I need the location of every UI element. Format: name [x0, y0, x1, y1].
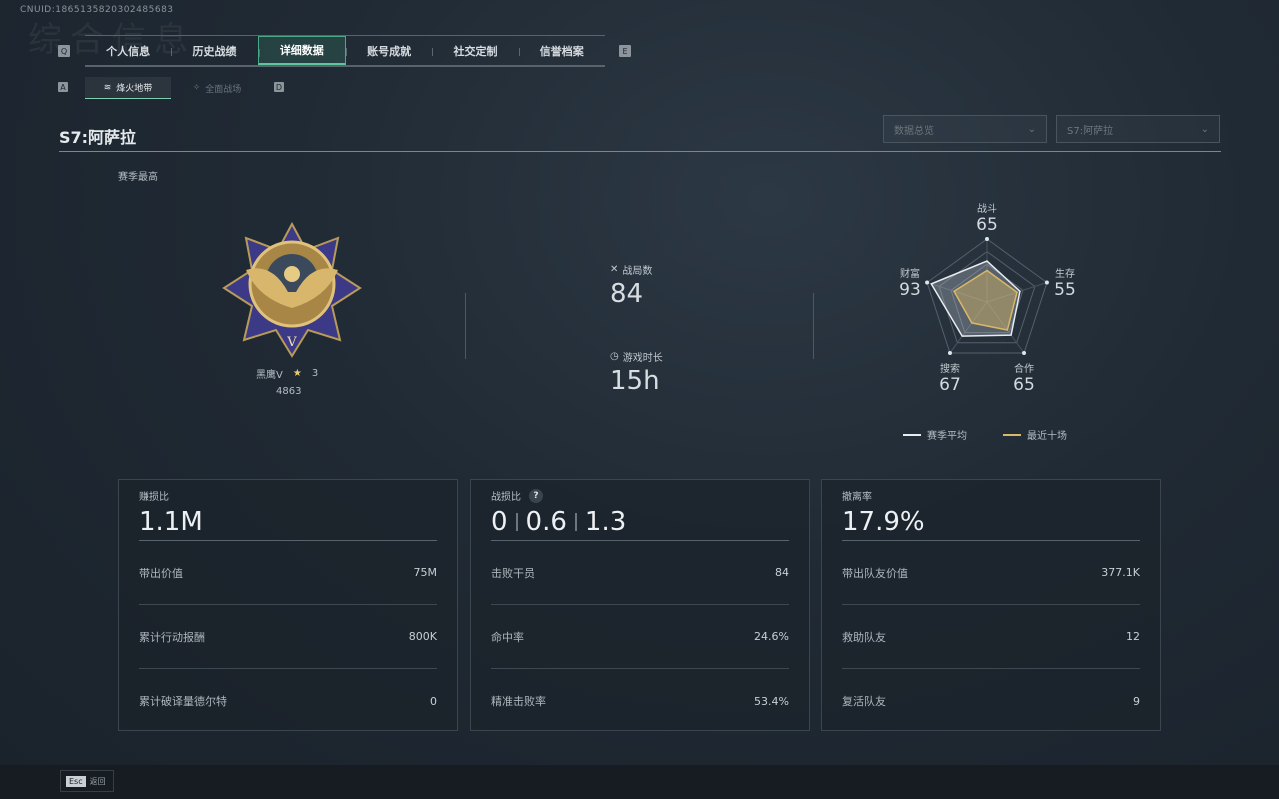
season-best-label: 赛季最高	[118, 172, 158, 183]
subtab-label: 烽火地带	[116, 84, 153, 94]
prev-subtab-key[interactable]: A	[58, 82, 68, 92]
main-tabs: 个人信息 历史战绩 详细数据 账号成就 社交定制 信誉档案	[85, 35, 605, 67]
stat-value: 15h	[610, 366, 660, 396]
divider	[59, 151, 1221, 152]
radar-label-search: 搜索 67	[939, 364, 961, 395]
prev-tab-key[interactable]: Q	[58, 45, 70, 57]
table-row: 救助队友 12	[842, 605, 1140, 669]
extraction-card: 撤离率 17.9% 带出队友价值 377.1K 救助队友 12 复活队友 9	[821, 479, 1161, 731]
radar-axis-dot	[947, 350, 952, 355]
rank-info: 黑鹰V ★ 3	[256, 366, 318, 381]
tab-history[interactable]: 历史战绩	[171, 36, 257, 65]
radar-axis-dot	[925, 280, 930, 285]
radar-legend: 赛季平均 最近十场	[903, 427, 1067, 442]
rank-stars: 3	[311, 368, 319, 379]
card-value: 17.9%	[842, 503, 1140, 541]
card-label: 撤离率	[842, 492, 872, 503]
select-value: S7:阿萨拉	[1067, 125, 1114, 137]
matches-stat: ✕ 战局数 84	[610, 262, 652, 309]
rank-name: 黑鹰V	[256, 370, 283, 381]
table-row: 累计破译量德尔特 0	[139, 694, 437, 709]
radar-axis-dot	[1022, 350, 1027, 355]
subtab-battlefield[interactable]: ✧ 全面战场	[174, 77, 260, 99]
page-title: S7:阿萨拉	[59, 128, 137, 147]
table-row: 击败干员 84	[491, 541, 789, 605]
subtab-hazard-zone[interactable]: ≋ 烽火地带	[85, 77, 171, 99]
season-select[interactable]: S7:阿萨拉 ⌄	[1056, 115, 1220, 143]
stat-label: 游戏时长	[622, 353, 663, 364]
table-row: 复活队友 9	[842, 694, 1140, 709]
back-label: 返回	[89, 776, 106, 786]
chevron-down-icon: ⌄	[1200, 123, 1209, 135]
radar-grid-ring	[950, 263, 1024, 334]
legend-last-ten: 最近十场	[1003, 427, 1067, 442]
card-value: 1.1M	[139, 503, 437, 541]
radar-axis-dot	[985, 237, 989, 241]
tab-social[interactable]: 社交定制	[432, 36, 518, 65]
tab-detailed-data[interactable]: 详细数据	[257, 36, 346, 65]
table-row: 命中率 24.6%	[491, 605, 789, 669]
rank-medal-icon: V	[222, 222, 362, 358]
select-value: 数据总览	[894, 125, 934, 137]
radar-axis-dot	[1044, 280, 1049, 285]
crossed-swords-icon: ✕	[610, 264, 619, 275]
next-subtab-key[interactable]: D	[274, 82, 284, 92]
chevron-down-icon: ⌄	[1027, 123, 1036, 135]
tab-achievements[interactable]: 账号成就	[345, 36, 432, 65]
tab-personal-info[interactable]: 个人信息	[106, 44, 151, 58]
radar-series-last-ten	[953, 269, 1018, 331]
radar-label-teamwork: 合作 65	[1013, 364, 1035, 395]
divider	[813, 293, 814, 359]
profit-card: 赚损比 1.1M 带出价值 75M 累计行动报酬 800K 累计破译量德尔特 0	[118, 479, 458, 731]
esc-key: Esc	[66, 775, 86, 787]
footer-bar	[0, 765, 1279, 799]
data-type-select[interactable]: 数据总览 ⌄	[883, 115, 1047, 143]
next-tab-key[interactable]: E	[619, 45, 631, 57]
clock-icon: ◷	[610, 351, 619, 362]
radar-series-season-average	[930, 260, 1021, 337]
subtab-label: 全面战场	[205, 84, 242, 95]
legend-season-avg: 赛季平均	[903, 427, 967, 442]
radar-chart	[925, 237, 1049, 355]
radar-axis-line	[926, 282, 988, 303]
kd-card: 战损比? 0 0.6 1.3 击败干员 84 命中率 24.6% 精准击败率 53.4%	[470, 479, 810, 731]
card-label: 赚损比	[139, 492, 169, 503]
star-icon: ★	[292, 368, 302, 379]
table-row: 带出队友价值 377.1K	[842, 541, 1140, 605]
stat-label: 战局数	[622, 266, 653, 277]
radar-label-wealth: 财富 93	[899, 269, 921, 300]
help-icon[interactable]: ?	[529, 488, 543, 503]
uid-text: CNUID:1865135820302485683	[20, 5, 174, 15]
radar-label-combat: 战斗 65	[976, 204, 998, 235]
radar-axis-line	[986, 301, 1025, 354]
table-row: 累计行动报酬 800K	[139, 605, 437, 669]
table-row: 带出价值 75M	[139, 541, 437, 605]
rank-score: 4863	[276, 386, 302, 397]
divider	[465, 293, 466, 359]
radar-grid-ring	[926, 238, 1048, 354]
stat-value: 84	[610, 279, 644, 309]
tab-reputation[interactable]: 信誉档案	[518, 36, 605, 65]
crosshair-icon: ✧	[192, 83, 201, 93]
radar-label-survival: 生存 55	[1054, 269, 1076, 300]
card-label: 战损比	[491, 492, 521, 503]
radar-grid-ring	[938, 250, 1036, 344]
ghost-title: 综合信息	[28, 20, 196, 60]
playtime-stat: ◷ 游戏时长 15h	[610, 349, 663, 396]
layers-icon: ≋	[103, 82, 112, 93]
card-value: 0 0.6 1.3	[491, 503, 789, 541]
radar-axis-line	[949, 301, 988, 354]
back-button[interactable]: Esc 返回	[60, 770, 114, 792]
svg-text:V: V	[286, 335, 297, 350]
table-row: 精准击败率 53.4%	[491, 694, 789, 709]
